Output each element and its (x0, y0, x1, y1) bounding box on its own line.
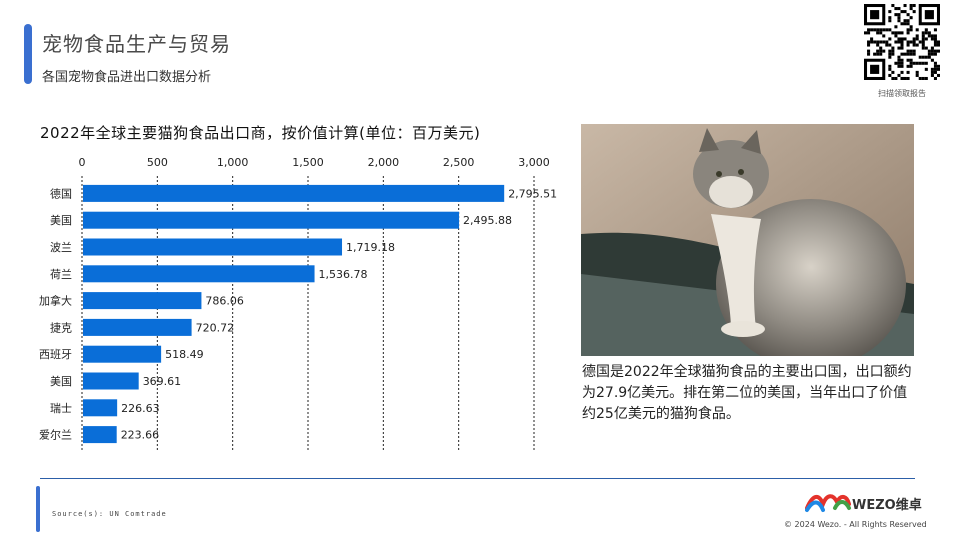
data-label: 2,795.51 (508, 187, 557, 200)
page-title: 宠物食品生产与贸易 (42, 32, 231, 56)
data-label: 2,495.88 (463, 214, 512, 227)
x-tick-label: 2,500 (443, 156, 475, 169)
data-label: 226.63 (121, 402, 160, 415)
wezo-logo-icon (805, 494, 851, 512)
data-label: 369.61 (143, 375, 182, 388)
x-tick-label: 3,000 (518, 156, 550, 169)
qr-code[interactable] (864, 4, 940, 80)
category-label: 爱尔兰 (39, 429, 72, 442)
qr-caption: 扫描领取报告 (878, 89, 926, 98)
header-accent-bar (24, 24, 32, 84)
data-label: 518.49 (165, 348, 204, 361)
x-tick-label: 2,000 (368, 156, 400, 169)
bar-chart: 0 500 1,000 1,500 2,000 2,500 3,000 德国 2,795.51 美… (39, 156, 557, 450)
category-label: 西班牙 (39, 348, 72, 361)
bar (83, 426, 117, 444)
data-label: 786.06 (205, 295, 244, 308)
category-label: 美国 (50, 214, 72, 227)
description-text: 德国是2022年全球猫狗食品的主要出口国，出口额约为27.9亿美元。排在第二位的… (582, 364, 912, 422)
bar (83, 372, 139, 390)
copyright-text: © 2024 Wezo. - All Rights Reserved (784, 520, 927, 529)
x-tick-label: 500 (147, 156, 168, 169)
bar (83, 345, 162, 363)
logo-text: WEZO维卓 (852, 498, 922, 513)
category-label: 波兰 (50, 241, 72, 254)
data-label: 1,719.18 (346, 241, 395, 254)
cat-photo (581, 124, 914, 356)
source-text: Source(s): UN Comtrade (52, 510, 167, 518)
data-label: 720.72 (196, 321, 235, 334)
category-label: 荷兰 (50, 268, 72, 281)
category-label: 加拿大 (39, 294, 72, 308)
page-subtitle: 各国宠物食品进出口数据分析 (42, 70, 212, 85)
bar (83, 292, 202, 310)
category-label: 德国 (50, 186, 72, 200)
category-label: 美国 (50, 375, 72, 388)
x-tick-label: 1,500 (292, 156, 324, 169)
x-tick-label: 0 (79, 156, 86, 169)
bar (83, 238, 343, 256)
footer-accent-bar (36, 486, 40, 532)
bar (83, 399, 118, 417)
bar (83, 265, 315, 283)
bar (83, 184, 505, 202)
chart-title: 2022年全球主要猫狗食品出口商，按价值计算(单位：百万美元) (40, 124, 481, 142)
bar (83, 318, 192, 336)
footer-divider (40, 478, 915, 479)
x-tick-label: 1,000 (217, 156, 249, 169)
data-label: 223.66 (121, 429, 160, 442)
data-label: 1,536.78 (319, 268, 368, 281)
category-label: 瑞士 (50, 401, 72, 415)
category-label: 捷克 (50, 320, 72, 334)
bar (83, 211, 460, 229)
